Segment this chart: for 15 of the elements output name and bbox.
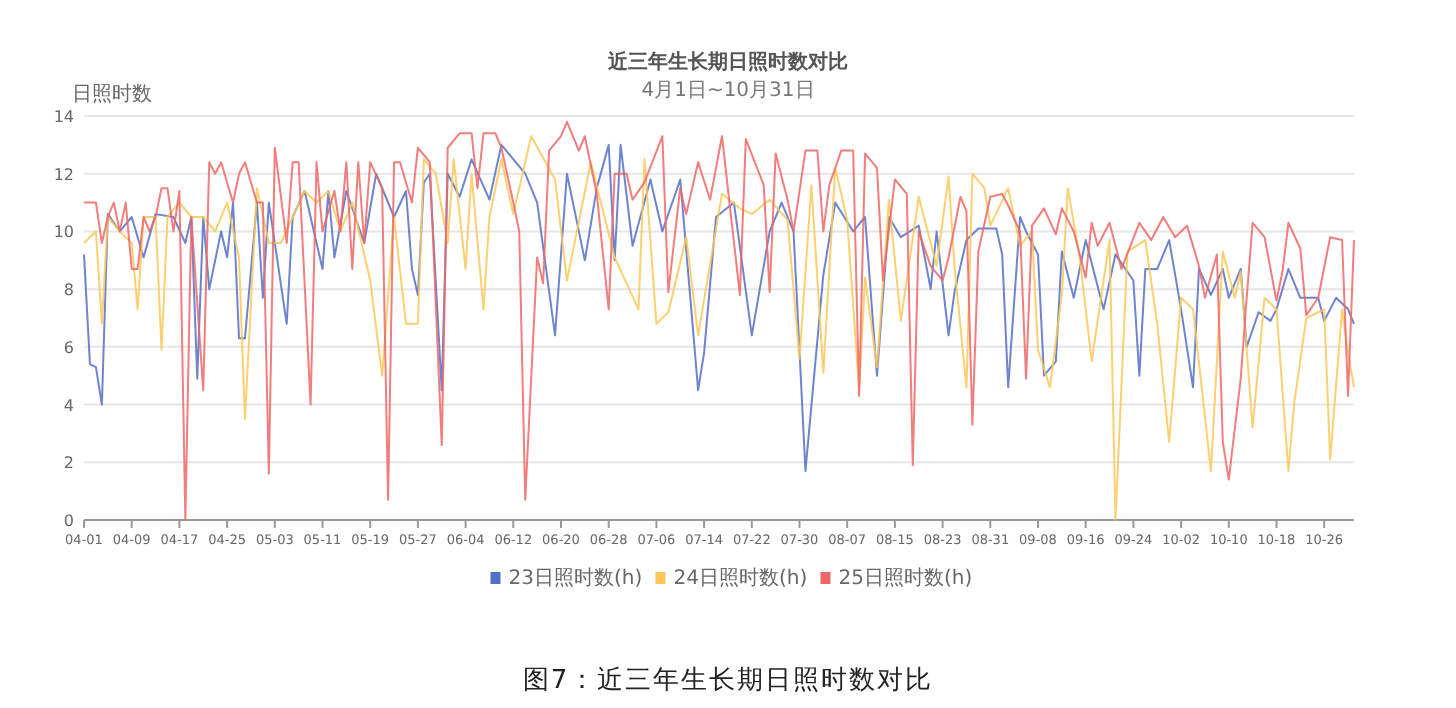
- chart-subtitle: 4月1日~10月31日: [641, 80, 815, 102]
- y-tick-label: 10: [53, 223, 74, 242]
- y-tick-label: 6: [63, 338, 74, 357]
- legend-label: 24日照时数(h): [673, 566, 808, 590]
- chart-title: 近三年生长期日照时数对比: [606, 50, 848, 74]
- y-tick-label: 0: [63, 512, 74, 530]
- y-tick-label: 4: [63, 396, 74, 415]
- legend-label: 25日照时数(h): [838, 566, 973, 590]
- legend-label: 23日照时数(h): [508, 566, 643, 590]
- y-tick-label: 2: [63, 454, 74, 473]
- y-tick-label: 12: [53, 165, 74, 184]
- y-tick-label: 8: [63, 281, 74, 300]
- y-axis-title: 日照时数: [72, 82, 152, 106]
- y-tick-label: 14: [53, 108, 74, 126]
- caption: 图7：近三年生长期日照时数对比: [522, 666, 934, 696]
